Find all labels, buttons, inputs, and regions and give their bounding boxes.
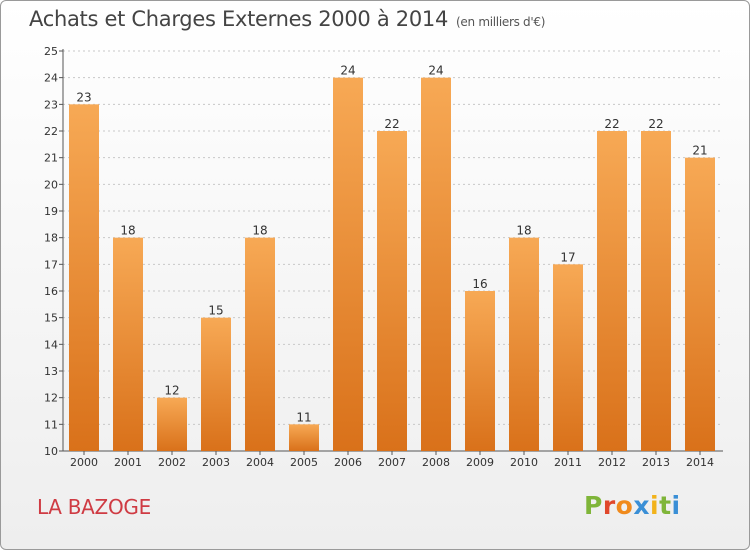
x-tick-label: 2012 <box>598 456 626 469</box>
logo-letter: o <box>615 491 634 520</box>
y-tick-label: 17 <box>44 258 58 271</box>
bar <box>641 131 671 451</box>
chart-title: Achats et Charges Externes 2000 à 2014 (e… <box>29 7 545 31</box>
bar-value-label: 15 <box>208 304 223 318</box>
y-tick-label: 13 <box>44 365 58 378</box>
y-tick-label: 18 <box>44 232 58 245</box>
x-tick-label: 2009 <box>466 456 494 469</box>
x-tick-label: 2013 <box>642 456 670 469</box>
bar-value-label: 24 <box>428 64 443 78</box>
x-tick-label: 2014 <box>686 456 714 469</box>
bar-value-label: 11 <box>296 410 311 424</box>
x-tick-label: 2006 <box>334 456 362 469</box>
y-tick-label: 22 <box>44 125 58 138</box>
bar-value-label: 16 <box>472 277 487 291</box>
chart-subtitle: (en milliers d'€) <box>456 15 546 29</box>
logo-letter: i <box>650 491 660 520</box>
y-tick-label: 14 <box>44 338 58 351</box>
bar <box>289 424 319 451</box>
bar <box>685 157 715 451</box>
bar <box>333 77 363 452</box>
bar <box>157 397 187 451</box>
proxiti-logo: Proxiti <box>584 491 681 520</box>
place-name: LA BAZOGE <box>37 495 151 519</box>
y-tick-label: 25 <box>44 45 58 58</box>
x-tick-label: 2004 <box>246 456 274 469</box>
bar-value-label: 24 <box>340 64 355 78</box>
bar <box>597 131 627 451</box>
bar-value-label: 22 <box>384 117 399 131</box>
bar <box>69 104 99 451</box>
bar-value-label: 23 <box>76 90 91 104</box>
x-tick-label: 2001 <box>114 456 142 469</box>
y-tick-label: 12 <box>44 392 58 405</box>
bar-value-label: 18 <box>516 224 531 238</box>
x-tick-label: 2007 <box>378 456 406 469</box>
y-tick-label: 24 <box>44 72 58 85</box>
bar-value-label: 22 <box>648 117 663 131</box>
x-tick-label: 2008 <box>422 456 450 469</box>
logo-letter: P <box>584 491 603 520</box>
bar <box>421 77 451 452</box>
bar-value-label: 17 <box>560 250 575 264</box>
bar <box>553 264 583 451</box>
x-tick-label: 2002 <box>158 456 186 469</box>
bar <box>201 317 231 451</box>
bar-value-label: 18 <box>252 224 267 238</box>
logo-letter: r <box>602 491 616 520</box>
x-tick-label: 2000 <box>70 456 98 469</box>
bar <box>245 237 275 451</box>
bar <box>509 237 539 451</box>
x-tick-label: 2011 <box>554 456 582 469</box>
bar <box>465 291 495 451</box>
chart-title-text: Achats et Charges Externes 2000 à 2014 <box>29 7 449 31</box>
bar <box>377 131 407 451</box>
y-tick-label: 15 <box>44 312 58 325</box>
y-tick-label: 19 <box>44 205 58 218</box>
logo-letter: t <box>659 491 672 520</box>
y-tick-label: 20 <box>44 178 58 191</box>
bar <box>113 237 143 451</box>
bar-value-label: 22 <box>604 117 619 131</box>
y-tick-label: 21 <box>44 152 58 165</box>
y-tick-label: 16 <box>44 285 58 298</box>
y-tick-label: 23 <box>44 98 58 111</box>
y-tick-label: 11 <box>44 418 58 431</box>
logo-letter: i <box>671 491 681 520</box>
x-tick-label: 2003 <box>202 456 230 469</box>
x-tick-label: 2010 <box>510 456 538 469</box>
bar-value-label: 18 <box>120 224 135 238</box>
logo-letter: x <box>633 491 650 520</box>
x-tick-label: 2005 <box>290 456 318 469</box>
y-tick-label: 10 <box>44 445 58 458</box>
bar-value-label: 21 <box>692 144 707 158</box>
bar-value-label: 12 <box>164 384 179 398</box>
